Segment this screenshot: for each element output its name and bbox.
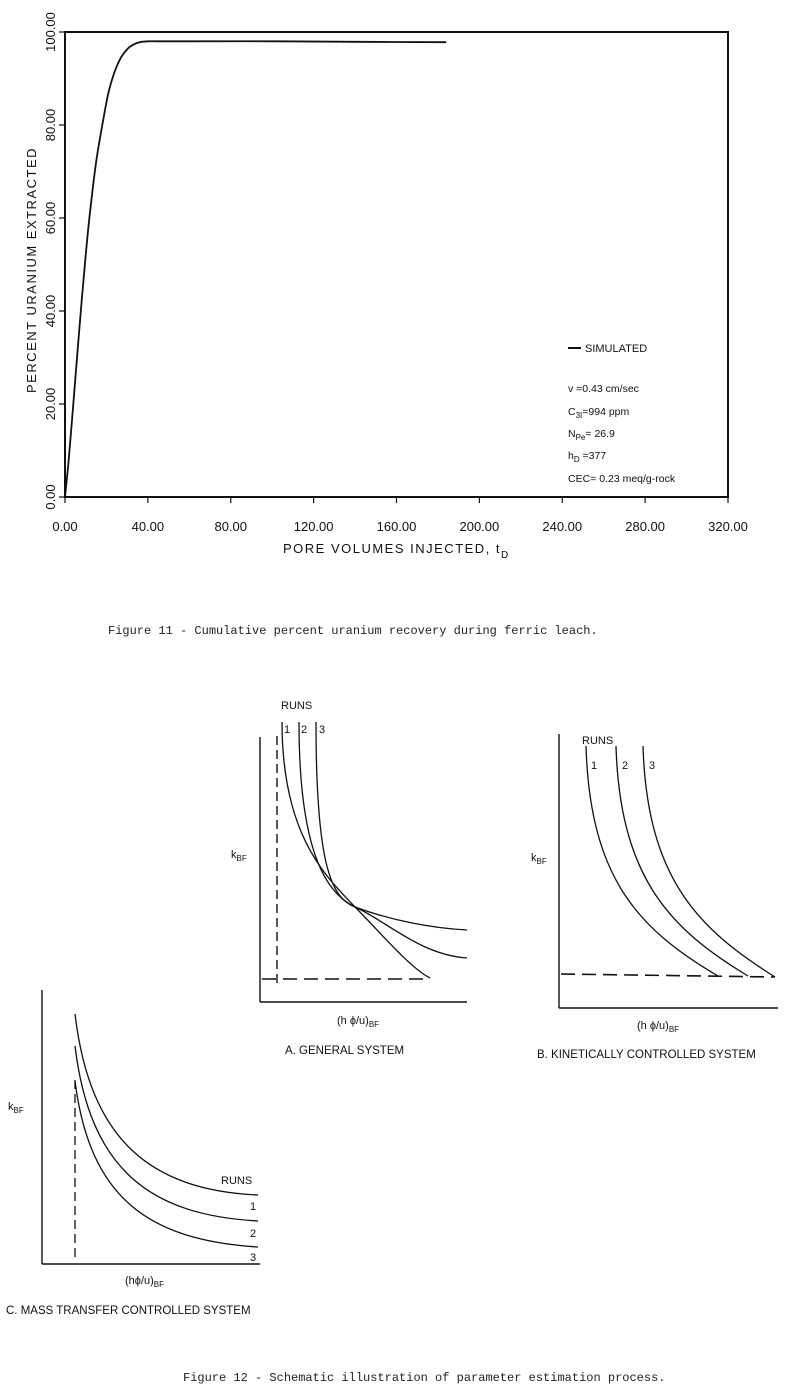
panel-c-title: C. MASS TRANSFER CONTROLLED SYSTEM xyxy=(6,1305,251,1317)
panel-c-run-3-label: 3 xyxy=(250,1252,256,1264)
x-tick-label: 240.00 xyxy=(542,519,582,534)
figure-11-caption: Figure 11 - Cumulative percent uranium r… xyxy=(108,624,598,638)
panel-a-run-1-curve xyxy=(281,721,431,979)
plot-frame xyxy=(64,31,729,498)
panel-a-runs-label: RUNS xyxy=(281,700,312,712)
x-axis-label-subscript: D xyxy=(501,550,510,561)
x-tick-label: 320.00 xyxy=(708,519,748,534)
panel-a-general-system: RUNS 1 2 3 kBF (h ϕ/u)BF A. GENERAL SYST… xyxy=(231,700,468,1057)
x-tick-label: 160.00 xyxy=(377,519,417,534)
panel-b-run-2-label: 2 xyxy=(622,760,628,772)
panel-b-run-1-curve xyxy=(585,745,719,977)
legend-label-simulated: SIMULATED xyxy=(585,343,647,355)
param-velocity: v =0.43 cm/sec xyxy=(568,383,639,395)
y-axis-label: PERCENT URANIUM EXTRACTED xyxy=(24,147,39,393)
y-tick-label: 100.00 xyxy=(43,12,58,52)
param-npe: NPe= 26.9 xyxy=(568,428,615,442)
figure-12-caption: Figure 12 - Schematic illustration of pa… xyxy=(183,1371,665,1385)
panel-a-run-2-label: 2 xyxy=(301,724,307,736)
y-tick-label: 40.00 xyxy=(43,295,58,328)
panel-c-run-2-label: 2 xyxy=(250,1228,256,1240)
panel-c-runs-label: RUNS xyxy=(221,1175,252,1187)
panel-b-run-2-curve xyxy=(615,745,749,977)
panel-b-title: B. KINETICALLY CONTROLLED SYSTEM xyxy=(537,1049,756,1061)
panel-a-x-label: (h ϕ/u)BF xyxy=(337,1015,379,1029)
panel-a-run-3-curve xyxy=(315,721,468,931)
y-axis-ticks: 0.00 20.00 40.00 60.00 80.00 100.00 xyxy=(43,12,65,510)
panel-b-kinetically-controlled: RUNS 1 2 3 kBF (h ϕ/u)BF B. KINETICALLY … xyxy=(531,734,778,1061)
panel-c-x-label: (hϕ/u)BF xyxy=(125,1275,164,1289)
param-hd: hD =377 xyxy=(568,450,606,464)
panel-c-run-1-label: 1 xyxy=(250,1201,256,1213)
x-tick-label: 200.00 xyxy=(459,519,499,534)
panel-a-y-label: kBF xyxy=(231,849,247,863)
panel-b-x-label: (h ϕ/u)BF xyxy=(637,1020,679,1034)
figure-11-chart: 0.00 40.00 80.00 120.00 160.00 200.00 240.00 28… xyxy=(24,12,748,561)
panel-c-run-1-curve xyxy=(74,1013,259,1196)
panel-c-mass-transfer-controlled: RUNS 1 2 3 kBF (hϕ/u)BF C. MASS TRANSFER… xyxy=(6,990,260,1317)
panel-b-run-1-label: 1 xyxy=(591,760,597,772)
x-tick-label: 80.00 xyxy=(214,519,247,534)
x-tick-label: 280.00 xyxy=(625,519,665,534)
panel-c-y-label: kBF xyxy=(8,1101,24,1115)
panel-b-y-label: kBF xyxy=(531,852,547,866)
panel-b-run-3-curve xyxy=(642,745,776,978)
x-tick-label: 120.00 xyxy=(294,519,334,534)
panel-b-horizontal-dashed xyxy=(560,973,776,978)
x-tick-label: 40.00 xyxy=(132,519,165,534)
panel-b-run-3-label: 3 xyxy=(649,760,655,772)
y-tick-label: 0.00 xyxy=(43,484,58,509)
panel-b-runs-label: RUNS xyxy=(582,735,613,747)
panel-a-run-2-curve xyxy=(298,721,468,959)
simulated-series-line xyxy=(64,40,447,498)
y-tick-label: 60.00 xyxy=(43,202,58,235)
panel-c-run-3-curve xyxy=(74,1080,259,1248)
param-cec: CEC= 0.23 meq/g-rock xyxy=(568,473,676,485)
panel-a-run-1-label: 1 xyxy=(284,724,290,736)
y-tick-label: 20.00 xyxy=(43,388,58,421)
param-c3i: C3I=994 ppm xyxy=(568,406,630,420)
panel-c-run-2-curve xyxy=(74,1045,259,1222)
x-axis-ticks: 0.00 40.00 80.00 120.00 160.00 200.00 240.00 28… xyxy=(52,497,748,534)
panel-a-run-3-label: 3 xyxy=(319,724,325,736)
panel-a-title: A. GENERAL SYSTEM xyxy=(285,1045,404,1057)
x-axis-label: PORE VOLUMES INJECTED, tD xyxy=(283,541,510,561)
y-tick-label: 80.00 xyxy=(43,109,58,142)
x-tick-label: 0.00 xyxy=(52,519,77,534)
